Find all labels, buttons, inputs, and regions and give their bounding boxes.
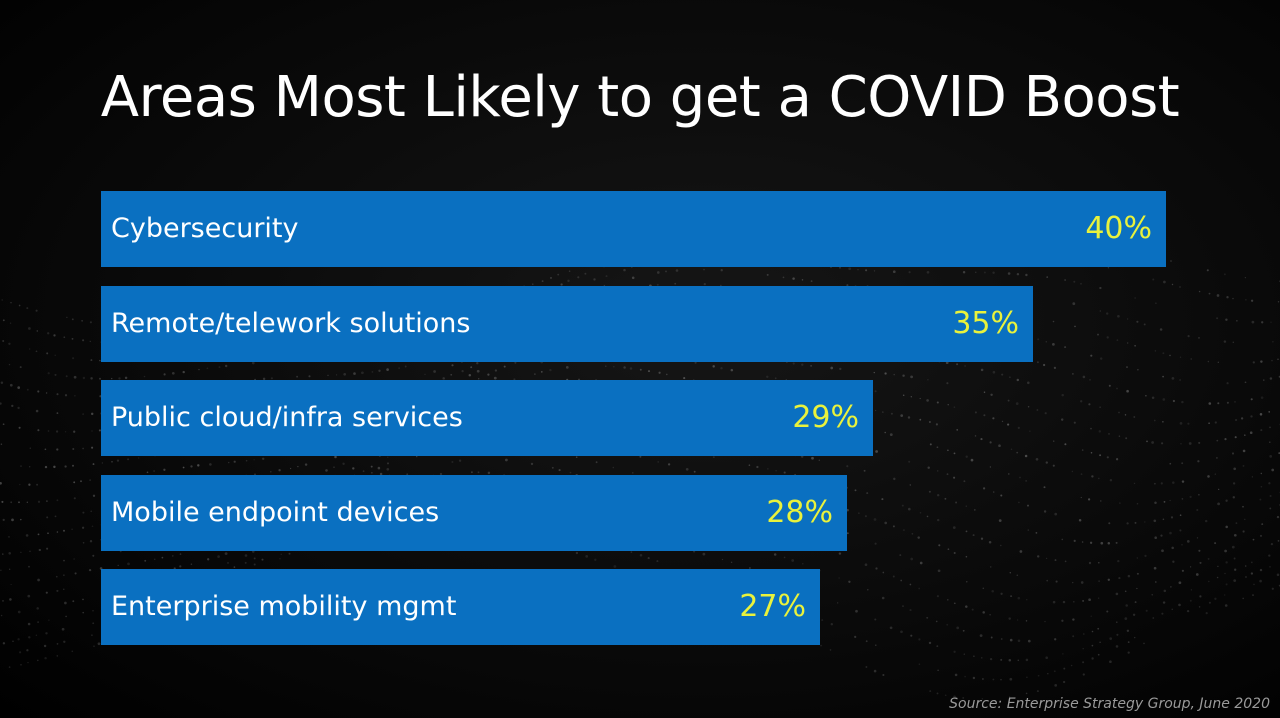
bar-category-label: Mobile endpoint devices (111, 497, 440, 528)
bar-category-label: Public cloud/infra services (111, 402, 463, 433)
bar-value-label: 27% (739, 589, 806, 624)
bar-chart: Cybersecurity 40% Remote/telework solution… (101, 191, 1166, 647)
bar-category-label: Enterprise mobility mgmt (111, 591, 457, 622)
bar-category-label: Cybersecurity (111, 213, 299, 244)
bar-remote-telework-solutions: Remote/telework solutions 35% (101, 286, 1033, 362)
bar-value-label: 40% (1085, 211, 1152, 246)
bar-public-cloud-infra-services: Public cloud/infra services 29% (101, 380, 873, 456)
bar-category-label: Remote/telework solutions (111, 308, 471, 339)
bar-mobile-endpoint-devices: Mobile endpoint devices 28% (101, 475, 847, 551)
bar-value-label: 29% (792, 400, 859, 435)
bar-cybersecurity: Cybersecurity 40% (101, 191, 1166, 267)
bar-value-label: 28% (766, 495, 833, 530)
bar-value-label: 35% (952, 306, 1019, 341)
bar-enterprise-mobility-mgmt: Enterprise mobility mgmt 27% (101, 569, 820, 645)
source-note: Source: Enterprise Strategy Group, June … (949, 696, 1270, 712)
slide-title: Areas Most Likely to get a COVID Boost (100, 65, 1180, 130)
